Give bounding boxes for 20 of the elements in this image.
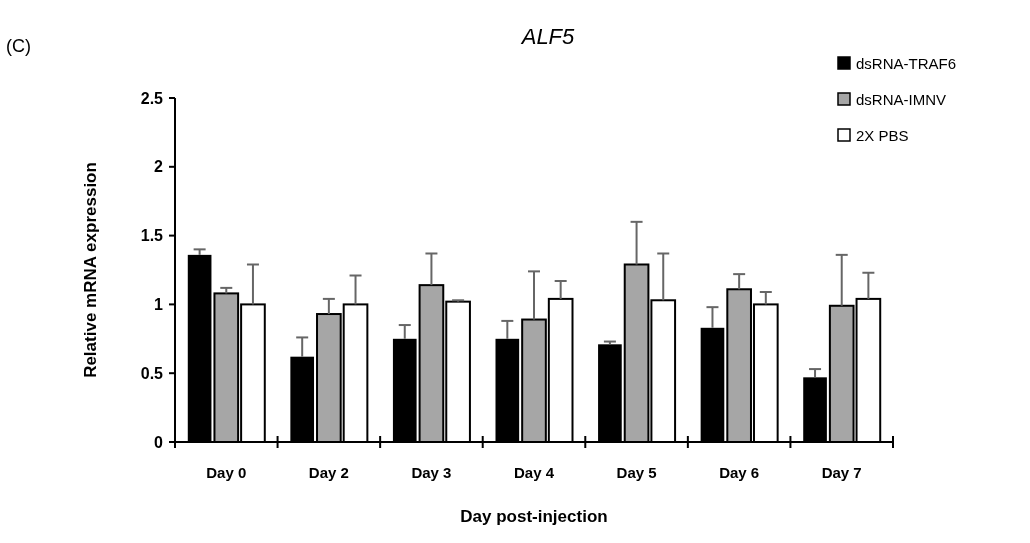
y-tick-label: 1 xyxy=(154,296,164,313)
y-axis-title: Relative mRNA expression xyxy=(81,162,100,378)
x-axis-title: Day post-injection xyxy=(460,507,608,526)
y-tick-label: 0 xyxy=(154,433,164,451)
text: (C) xyxy=(6,36,31,56)
legend-label: dsRNA-TRAF6 xyxy=(856,55,957,73)
x-tick-label: Day 3 xyxy=(411,464,452,481)
legend-label: 2X PBS xyxy=(856,127,909,145)
y-tick-label: 2 xyxy=(154,158,164,176)
y-tick-label: 0.5 xyxy=(140,364,164,382)
x-tick-label: Day 0 xyxy=(206,464,247,481)
x-tick-label: Day 2 xyxy=(308,464,349,481)
legend-label: dsRNA-IMNV xyxy=(856,91,947,109)
chart-title: ALF5 xyxy=(519,24,576,49)
x-tick-label: Day 7 xyxy=(821,464,862,481)
y-tick-label: 2.5 xyxy=(140,89,164,107)
x-tick-label: Day 5 xyxy=(616,464,657,481)
x-tick-label: Day 6 xyxy=(719,464,760,481)
x-tick-label: Day 4 xyxy=(513,464,555,481)
y-tick-label: 1.5 xyxy=(140,227,164,245)
